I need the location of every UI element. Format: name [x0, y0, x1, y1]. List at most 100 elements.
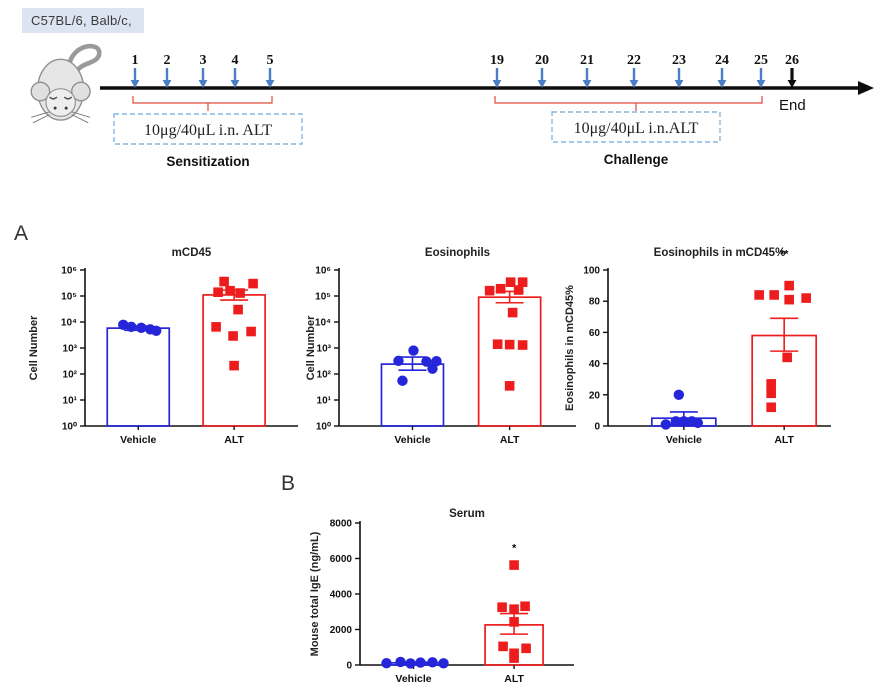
panel-a-label: A	[14, 222, 29, 245]
chart-eospct-figure: Eosinophils in mCD45% Eosinophils in mCD4…	[564, 247, 831, 446]
data-point	[248, 278, 258, 289]
svg-text:19: 19	[490, 53, 504, 68]
y-tick-label: 0	[594, 422, 600, 433]
series-vehicle: Vehicle	[381, 656, 449, 685]
x-category-label: Vehicle	[120, 434, 156, 446]
timeline-day-23: 23	[672, 53, 686, 88]
challenge-group: 10μg/40μL i.n.ALT Challenge	[494, 96, 763, 167]
y-tick-label: 10⁴	[61, 318, 77, 329]
day-arrow-icon	[787, 80, 797, 88]
day-arrow-icon	[130, 80, 140, 88]
series-vehicle: Vehicle	[650, 389, 717, 446]
chart-title: Serum	[449, 508, 485, 520]
series-vehicle: Vehicle	[380, 345, 445, 446]
chart-title: Eosinophils	[425, 247, 490, 259]
day-arrow-icon	[537, 80, 547, 88]
series-vehicle: Vehicle	[106, 319, 171, 446]
data-point	[228, 331, 238, 341]
data-point	[225, 285, 235, 296]
x-category-label: Vehicle	[395, 673, 431, 685]
series-alt: ALT *	[484, 542, 544, 685]
y-tick-label: 6000	[330, 554, 353, 565]
data-point	[427, 657, 438, 668]
day-arrow-icon	[717, 80, 727, 88]
timeline-day-3: 3	[198, 53, 208, 88]
data-point	[211, 322, 221, 332]
data-point	[235, 288, 245, 298]
data-point	[766, 402, 776, 413]
x-category-label: ALT	[500, 434, 520, 446]
y-tick-label: 40	[589, 359, 601, 370]
mouse-icon	[30, 43, 102, 124]
data-point	[692, 417, 704, 429]
challenge-dose-label: 10μg/40μL i.n.ALT	[574, 120, 699, 137]
day-arrow-icon	[629, 80, 639, 88]
svg-text:4: 4	[232, 53, 239, 68]
y-tick-label: 10⁰	[62, 422, 77, 433]
y-tick-label: 10²	[317, 370, 332, 381]
data-point	[405, 658, 416, 669]
data-point	[521, 643, 531, 654]
y-tick-label: 10¹	[63, 396, 78, 407]
significance-marker: *	[512, 542, 517, 554]
chart-title: mCD45	[172, 247, 212, 259]
data-point	[492, 339, 503, 350]
y-tick-label: 10⁵	[61, 292, 77, 303]
data-point	[229, 360, 239, 371]
day-arrow-icon	[198, 80, 208, 88]
data-point	[520, 601, 530, 612]
timeline-day-26: 26	[785, 53, 799, 88]
chart-serum-figure: Serum Mouse total IgE (ng/mL) 0 2000 4000 600…	[309, 508, 574, 685]
panel-b-label: B	[281, 472, 296, 495]
data-point	[415, 657, 426, 668]
timeline-day-2: 2	[162, 53, 172, 88]
x-category-label: Vehicle	[666, 434, 702, 446]
series-alt: ALT **	[751, 249, 818, 446]
chart-eos-figure: Eosinophils Cell Number 10⁰ 10¹ 10² 10³ 10⁴ 10⁵…	[305, 247, 576, 446]
x-category-label: Vehicle	[394, 434, 430, 446]
data-point	[782, 352, 792, 363]
day-arrow-icon	[162, 80, 172, 88]
data-point	[673, 389, 685, 400]
y-axis-label: Eosinophils in mCD45%	[564, 285, 576, 411]
data-point	[126, 321, 137, 333]
timeline-day-5: 5	[265, 53, 275, 88]
chart-serum: Serum Mouse total IgE (ng/mL) 0 2000 4000 600…	[308, 503, 598, 695]
data-point	[754, 290, 764, 300]
mean-bar	[106, 327, 171, 427]
svg-text:3: 3	[200, 53, 207, 68]
end-label: End	[779, 97, 806, 114]
data-point	[421, 356, 432, 367]
data-point	[513, 285, 524, 295]
sensitization-group: 10μg/40μL i.n. ALT Sensitization	[113, 96, 303, 169]
challenge-bracket	[494, 96, 763, 104]
timeline-day-24: 24	[715, 53, 729, 88]
series-alt: ALT	[202, 276, 266, 446]
sensitization-phase-label: Sensitization	[166, 154, 249, 169]
data-point	[408, 345, 419, 356]
day-arrow-icon	[230, 80, 240, 88]
y-axis-label: Mouse total IgE (ng/mL)	[309, 531, 321, 656]
svg-text:22: 22	[627, 53, 641, 68]
significance-marker: **	[780, 249, 789, 261]
y-tick-label: 10³	[317, 344, 332, 355]
chart-eosinophils-pct: Eosinophils in mCD45% Eosinophils in mCD4…	[560, 236, 845, 462]
svg-text:26: 26	[785, 53, 799, 68]
timeline-day-20: 20	[535, 53, 549, 88]
svg-text:5: 5	[267, 53, 274, 68]
data-point	[219, 276, 229, 287]
timeline-day-21: 21	[580, 53, 594, 88]
x-category-label: ALT	[504, 673, 524, 685]
data-point	[769, 290, 779, 300]
y-tick-label: 10¹	[317, 396, 332, 407]
day-arrow-icon	[265, 80, 275, 88]
x-category-label: ALT	[224, 434, 244, 446]
sensitization-dose-label: 10μg/40μL i.n. ALT	[144, 122, 272, 139]
y-tick-label: 10⁴	[315, 318, 331, 329]
data-point	[670, 416, 682, 427]
day-arrow-icon	[582, 80, 592, 88]
data-point	[505, 277, 516, 287]
day-arrow-icon	[492, 80, 502, 88]
